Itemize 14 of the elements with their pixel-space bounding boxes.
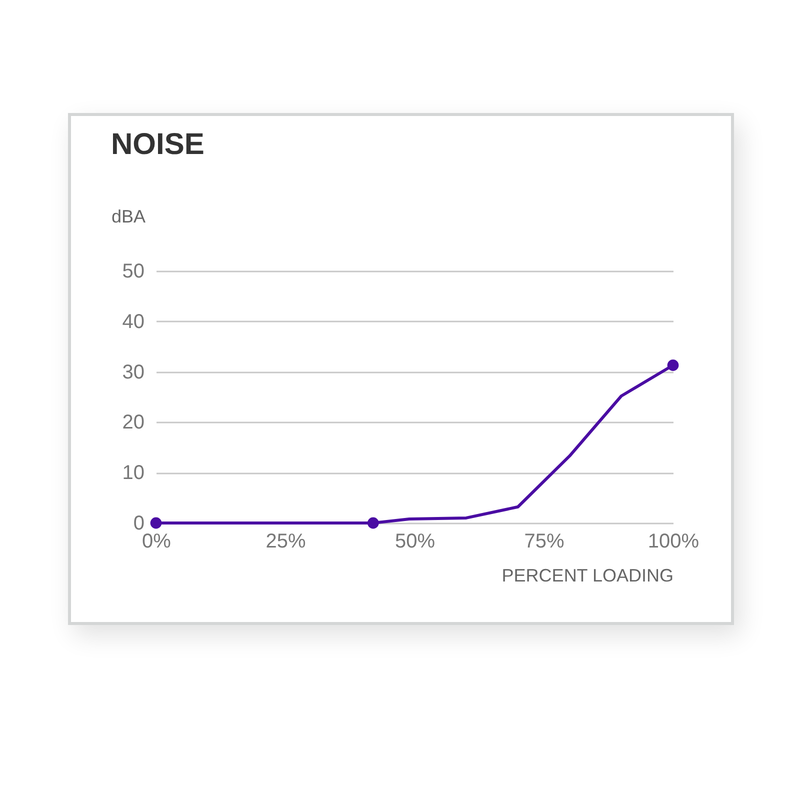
x-tick-label: 25% xyxy=(266,530,306,552)
y-tick-label: 10 xyxy=(122,462,144,484)
x-axis-title: PERCENT LOADING xyxy=(502,566,674,586)
x-tick-label: 0% xyxy=(142,530,172,552)
chart-title: NOISE xyxy=(111,128,204,161)
y-tick-label: 20 xyxy=(122,412,144,434)
y-tick-label: 50 xyxy=(122,260,144,282)
x-tick-label: 50% xyxy=(394,530,436,552)
x-tick-label: 75% xyxy=(524,530,564,552)
y-axis-title: dBA xyxy=(112,206,146,226)
y-tick-label: 40 xyxy=(122,310,144,333)
x-tick-label: 100% xyxy=(648,530,700,552)
y-tick-label: 30 xyxy=(122,361,144,384)
y-tick-label: 0 xyxy=(133,512,144,534)
